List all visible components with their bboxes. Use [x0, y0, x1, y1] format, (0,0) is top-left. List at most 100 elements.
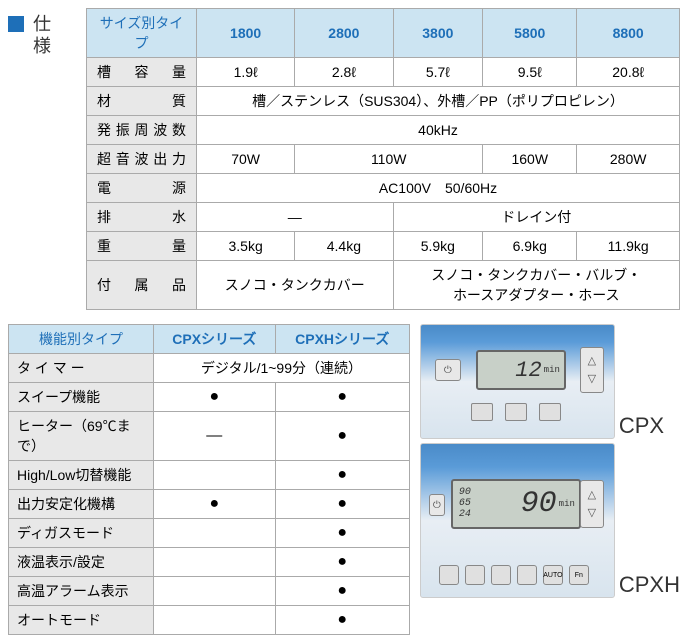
data-cell: 160W	[483, 145, 577, 174]
data-cell: ●	[275, 577, 409, 606]
table-row: 槽 容 量1.9ℓ2.8ℓ5.7ℓ9.5ℓ20.8ℓ	[87, 58, 680, 87]
data-cell: ●	[154, 490, 276, 519]
table-row: 発振周波数40kHz	[87, 116, 680, 145]
table-row: 超音波出力70W110W160W280W	[87, 145, 680, 174]
table-row: オートモード ●	[9, 606, 410, 635]
data-cell	[154, 577, 276, 606]
data-cell: 280W	[577, 145, 680, 174]
table-row: 材 質槽／ステンレス（SUS304）、外槽／PP（ポリプロピレン）	[87, 87, 680, 116]
series-header-cell: CPXシリーズ	[154, 325, 276, 354]
table-row: 液温表示/設定●	[9, 548, 410, 577]
data-cell: ●	[275, 519, 409, 548]
row-header-cell: ディガスモード	[9, 519, 154, 548]
cpx-display-unit: min	[544, 365, 560, 375]
table-row: High/Low切替機能●	[9, 461, 410, 490]
row-header-cell: 付 属 品	[87, 261, 197, 310]
data-cell: —	[154, 412, 276, 461]
table-row: 電 源AC100V 50/60Hz	[87, 174, 680, 203]
up-down-buttons: △▽	[580, 480, 604, 528]
row-header-cell: High/Low切替機能	[9, 461, 154, 490]
cpxh-label: CPXH	[619, 572, 680, 598]
data-cell: スノコ・タンクカバー	[197, 261, 394, 310]
model-header-cell: 1800	[197, 9, 295, 58]
model-header-cell: 3800	[393, 9, 483, 58]
cpxh-button-row: AUTO Fn	[439, 565, 589, 585]
cpxh-sub-values: 90 65 24	[459, 487, 471, 520]
data-cell: 6.9kg	[483, 232, 577, 261]
row-header-cell: 材 質	[87, 87, 197, 116]
data-cell	[154, 519, 276, 548]
table-row: 付 属 品スノコ・タンクカバースノコ・タンクカバー・バルブ・ホースアダプター・ホ…	[87, 261, 680, 310]
model-header-cell: 8800	[577, 9, 680, 58]
func-body: タ イ マ ーデジタル/1~99分（連続）スイープ機能●●ヒーター（69℃まで）…	[9, 354, 410, 635]
down-icon: ▽	[588, 504, 596, 522]
row-header-cell: 槽 容 量	[87, 58, 197, 87]
data-cell: ドレイン付	[393, 203, 680, 232]
cpx-display: 12min	[476, 350, 566, 390]
data-cell: 3.5kg	[197, 232, 295, 261]
data-cell: 11.9kg	[577, 232, 680, 261]
cpx-display-value: 12	[515, 358, 541, 383]
cpx-small-button	[539, 403, 561, 421]
data-cell: ●	[275, 412, 409, 461]
cpxh-small-button: Fn	[569, 565, 589, 585]
data-cell: 20.8ℓ	[577, 58, 680, 87]
data-cell: 70W	[197, 145, 295, 174]
table-row: 排 水—ドレイン付	[87, 203, 680, 232]
cpxh-small-button	[517, 565, 537, 585]
data-cell: 9.5ℓ	[483, 58, 577, 87]
row-header-cell: 高温アラーム表示	[9, 577, 154, 606]
row-header-cell: タ イ マ ー	[9, 354, 154, 383]
table-row: 重 量3.5kg4.4kg5.9kg6.9kg11.9kg	[87, 232, 680, 261]
cpxh-display-unit: min	[559, 499, 575, 509]
up-down-buttons: △▽	[580, 347, 604, 393]
data-cell	[154, 461, 276, 490]
cpxh-small-button: AUTO	[543, 565, 563, 585]
row-header-cell: オートモード	[9, 606, 154, 635]
spec-body: 槽 容 量1.9ℓ2.8ℓ5.7ℓ9.5ℓ20.8ℓ材 質槽／ステンレス（SUS…	[87, 58, 680, 310]
table-row: スイープ機能●●	[9, 383, 410, 412]
type-header-cell: サイズ別タイプ	[87, 9, 197, 58]
func-header-row: 機能別タイプCPXシリーズCPXHシリーズ	[9, 325, 410, 354]
cpxh-small-button	[465, 565, 485, 585]
data-cell	[154, 548, 276, 577]
row-header-cell: 排 水	[87, 203, 197, 232]
row-header-cell: ヒーター（69℃まで）	[9, 412, 154, 461]
data-cell: 4.4kg	[295, 232, 393, 261]
cpxh-display: 90 65 24 90min	[451, 479, 581, 529]
cpxh-small-button	[439, 565, 459, 585]
function-table: 機能別タイプCPXシリーズCPXHシリーズ タ イ マ ーデジタル/1~99分（…	[8, 324, 410, 635]
type-header-cell: 機能別タイプ	[9, 325, 154, 354]
table-row: タ イ マ ーデジタル/1~99分（連続）	[9, 354, 410, 383]
spec-header-row: サイズ別タイプ18002800380058008800	[87, 9, 680, 58]
cpxh-display-value: 90	[521, 487, 557, 521]
data-cell: 110W	[295, 145, 483, 174]
up-icon: △	[588, 486, 596, 504]
cpxh-panel: ⏻ 90 65 24 90min △▽ AUTOFn	[420, 443, 615, 598]
down-icon: ▽	[588, 370, 596, 388]
row-header-cell: 発振周波数	[87, 116, 197, 145]
cpx-small-button	[505, 403, 527, 421]
row-header-cell: 出力安定化機構	[9, 490, 154, 519]
table-row: 高温アラーム表示 ●	[9, 577, 410, 606]
cpx-label: CPX	[619, 413, 664, 439]
spec-heading: 仕様	[8, 8, 80, 58]
data-cell: ●	[275, 383, 409, 412]
data-cell: ●	[275, 606, 409, 635]
cpxh-small-button	[491, 565, 511, 585]
table-row: ディガスモード ●	[9, 519, 410, 548]
cpx-button-row	[471, 403, 561, 421]
merged-cell: AC100V 50/60Hz	[197, 174, 680, 203]
up-icon: △	[588, 352, 596, 370]
merged-cell: デジタル/1~99分（連続）	[154, 354, 410, 383]
data-cell: ●	[275, 548, 409, 577]
cpx-panel: ⏻ 12min △▽	[420, 324, 615, 439]
data-cell: スノコ・タンクカバー・バルブ・ホースアダプター・ホース	[393, 261, 680, 310]
data-cell	[154, 606, 276, 635]
data-cell: ●	[154, 383, 276, 412]
spec-title: 仕様	[28, 14, 54, 58]
row-header-cell: 超音波出力	[87, 145, 197, 174]
series-header-cell: CPXHシリーズ	[275, 325, 409, 354]
table-row: ヒーター（69℃まで）—●	[9, 412, 410, 461]
model-header-cell: 2800	[295, 9, 393, 58]
